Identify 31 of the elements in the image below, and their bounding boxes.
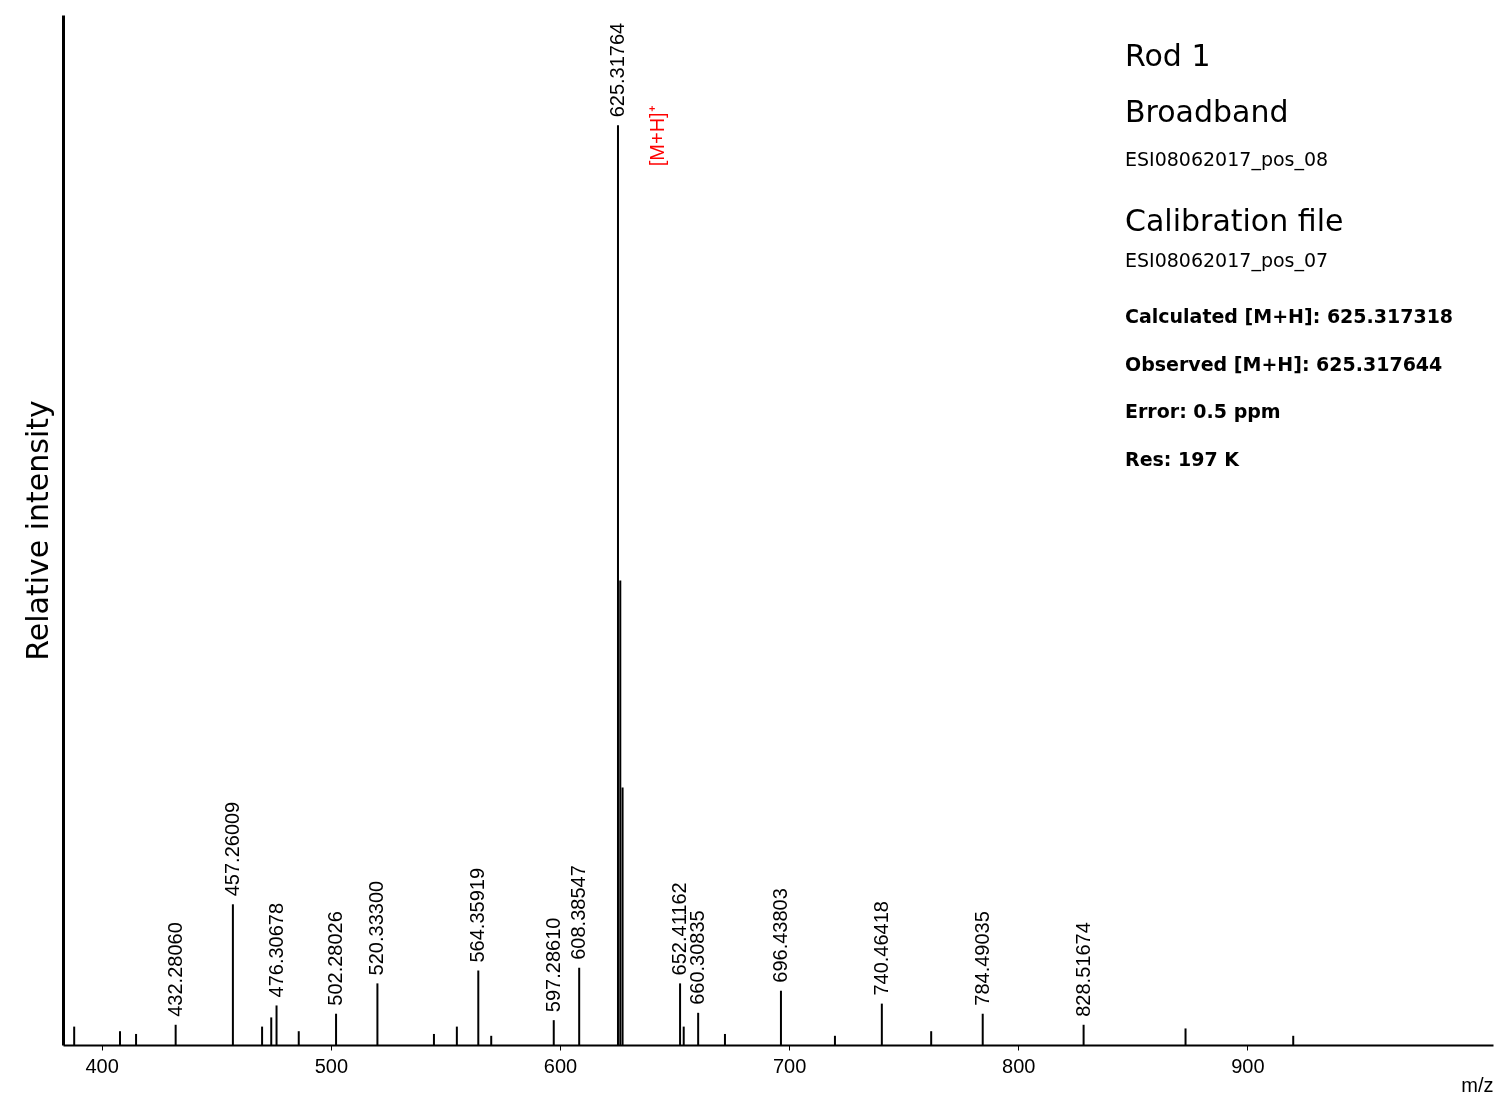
annotation: ESI08062017_pos_08 — [1125, 148, 1329, 171]
annotation: Res: 197 K — [1125, 448, 1241, 470]
annotation: Observed [M+H]: 625.317644 — [1125, 353, 1443, 375]
annotation: Calibration file — [1125, 203, 1344, 238]
x-tick-label: 400 — [85, 1054, 119, 1077]
annotation: Calculated [M+H]: 625.317318 — [1125, 305, 1454, 327]
x-axis-title: m/z — [1461, 1073, 1494, 1094]
x-tick-label: 800 — [1002, 1054, 1036, 1077]
x-tick-label: 700 — [772, 1054, 807, 1077]
annotation: ESI08062017_pos_07 — [1125, 249, 1329, 272]
chart-subtitle: Broadband — [1125, 94, 1289, 129]
x-tick-label: 600 — [543, 1054, 578, 1077]
annotation: 625.31764 — [605, 22, 628, 118]
annotation: 520.33300 — [365, 880, 388, 976]
annotation: [M+H]⁺ — [645, 105, 668, 167]
annotation: Error: 0.5 ppm — [1125, 400, 1281, 422]
annotation: 564.35919 — [466, 867, 489, 963]
annotation: 502.28026 — [324, 911, 347, 1006]
x-tick-label: 500 — [314, 1054, 349, 1077]
x-tick-label: 900 — [1231, 1054, 1265, 1077]
chart-title: Rod 1 — [1125, 38, 1211, 73]
annotation: 828.51674 — [1071, 922, 1094, 1017]
annotation: 597.28610 — [541, 917, 564, 1013]
annotation: 696.43803 — [768, 888, 791, 983]
annotation: 457.26009 — [220, 801, 243, 897]
annotation: 476.30678 — [264, 902, 287, 998]
annotation: 608.38547 — [567, 865, 590, 960]
annotation: 784.49035 — [970, 911, 993, 1006]
annotation: 740.46418 — [869, 901, 892, 996]
annotation: 432.28060 — [163, 922, 186, 1017]
y-axis-title: Relative intensity — [19, 400, 55, 661]
